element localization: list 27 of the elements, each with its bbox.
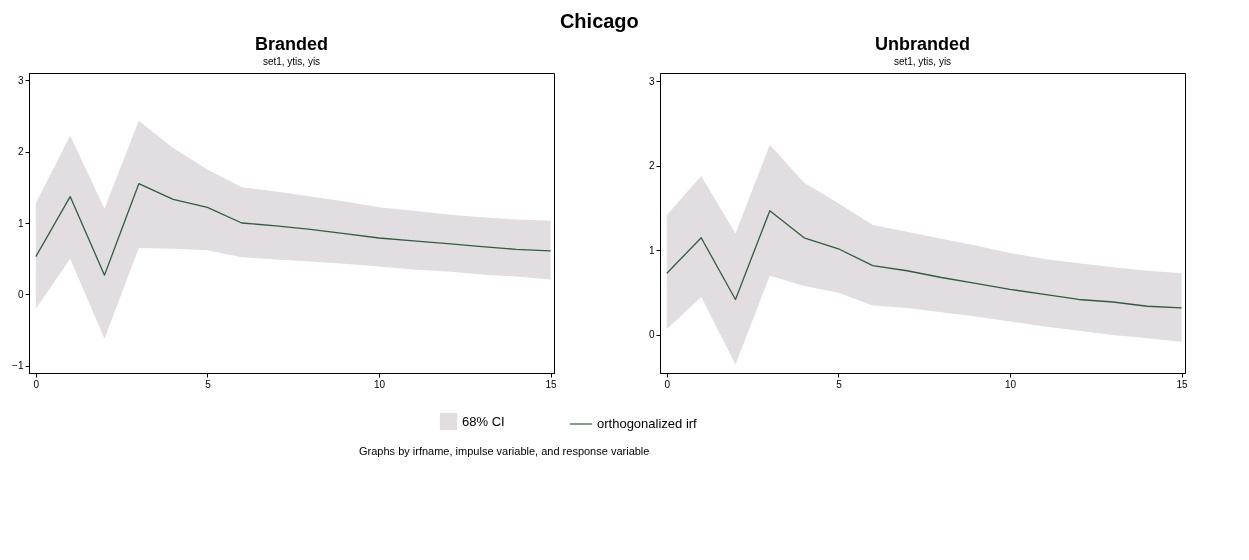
line-series — [35, 183, 552, 276]
text: Chicago — [559, 9, 639, 32]
x-tick-label: 5 — [205, 378, 212, 390]
y-tick-label: 3 — [17, 74, 24, 86]
y-tick-label: 1 — [648, 244, 655, 256]
y-tick-label: −1 — [12, 360, 24, 372]
y-tick-label: 3 — [648, 75, 655, 87]
text: 68% CI — [462, 413, 505, 429]
y-tick-label: 2 — [17, 146, 24, 158]
x-tick-label: 0 — [33, 378, 40, 390]
y-tick-label: 0 — [648, 329, 655, 341]
chart-title: Unbranded — [874, 34, 971, 54]
line-series — [666, 210, 1183, 309]
legend-label: orthogonalized irf — [597, 416, 698, 431]
chart-subtitle: set1, ytis, yis — [893, 56, 952, 67]
y-tick-label: 1 — [17, 217, 24, 229]
chart-title: Branded — [254, 34, 329, 54]
chart-subtitle: set1, ytis, yis — [262, 56, 321, 67]
x-tick-label: 5 — [836, 378, 843, 390]
y-tick-label: 2 — [648, 160, 655, 172]
x-tick-label: 15 — [545, 378, 558, 390]
x-tick-label: 0 — [664, 378, 671, 390]
x-tick-label: 10 — [1004, 378, 1017, 390]
x-tick-label: 10 — [373, 378, 386, 390]
x-tick-label: 15 — [1176, 378, 1189, 390]
text: Graphs by irfname, impulse variable, and response variable — [359, 445, 650, 457]
y-tick-label: 0 — [17, 288, 24, 300]
